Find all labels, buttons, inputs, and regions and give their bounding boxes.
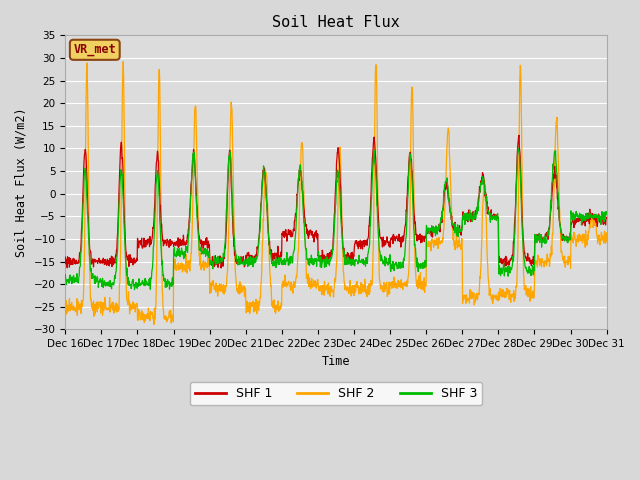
Y-axis label: Soil Heat Flux (W/m2): Soil Heat Flux (W/m2) bbox=[15, 108, 28, 257]
X-axis label: Time: Time bbox=[322, 355, 350, 368]
Text: VR_met: VR_met bbox=[74, 43, 116, 56]
Title: Soil Heat Flux: Soil Heat Flux bbox=[272, 15, 400, 30]
Legend: SHF 1, SHF 2, SHF 3: SHF 1, SHF 2, SHF 3 bbox=[189, 383, 483, 406]
